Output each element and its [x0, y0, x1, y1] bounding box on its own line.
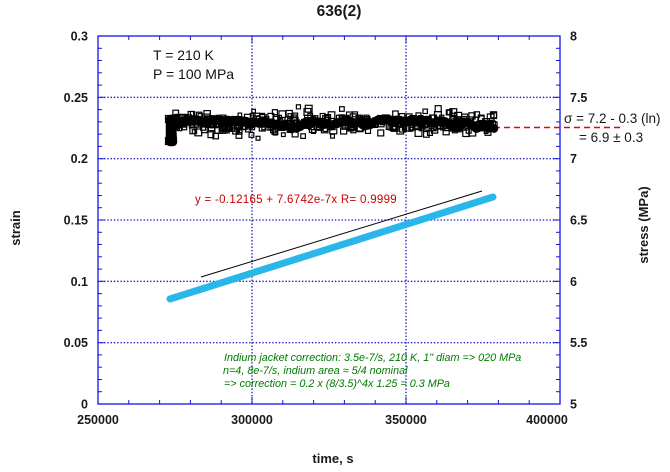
svg-text:6: 6: [570, 275, 577, 289]
svg-text:0.25: 0.25: [64, 91, 88, 105]
svg-text:0.2: 0.2: [71, 152, 88, 166]
svg-text:Indium jacket correction: 3.5e: Indium jacket correction: 3.5e-7/s, 210 …: [224, 352, 521, 364]
svg-text:7.5: 7.5: [570, 91, 587, 105]
svg-text:0.15: 0.15: [64, 214, 88, 228]
svg-text:stress (MPa): stress (MPa): [636, 186, 651, 263]
svg-text:8: 8: [570, 30, 577, 44]
svg-text:0: 0: [81, 398, 88, 412]
svg-text:636(2): 636(2): [317, 3, 362, 20]
svg-text:=> correction = 0.2 x (8/3.5)^: => correction = 0.2 x (8/3.5)^4x 1.25 = …: [224, 378, 450, 390]
svg-text:7: 7: [570, 152, 577, 166]
svg-text:0.1: 0.1: [71, 275, 88, 289]
svg-text:T = 210 K: T = 210 K: [153, 47, 215, 63]
svg-text:= 6.9 ± 0.3: = 6.9 ± 0.3: [579, 130, 643, 145]
svg-text:y = -0.12165 + 7.6742e-7x R=: y = -0.12165 + 7.6742e-7x R= 0.9999: [195, 194, 397, 206]
svg-text:5.5: 5.5: [570, 336, 587, 350]
svg-text:n=4, 8e-7/s, indium area ≈ 5/4: n=4, 8e-7/s, indium area ≈ 5/4 nominal: [223, 365, 408, 377]
svg-text:5: 5: [570, 398, 577, 412]
svg-text:6.5: 6.5: [570, 214, 587, 228]
svg-text:350000: 350000: [385, 413, 427, 427]
svg-text:400000: 400000: [526, 413, 568, 427]
svg-text:time, s: time, s: [312, 451, 353, 466]
svg-text:σ = 7.2 - 0.3 (ln): σ = 7.2 - 0.3 (ln): [564, 111, 661, 126]
svg-text:0.3: 0.3: [71, 30, 88, 44]
svg-text:300000: 300000: [231, 413, 273, 427]
svg-text:P = 100 MPa: P = 100 MPa: [153, 66, 234, 82]
svg-text:250000: 250000: [77, 413, 119, 427]
svg-text:0.05: 0.05: [64, 336, 88, 350]
svg-text:strain: strain: [8, 210, 23, 245]
